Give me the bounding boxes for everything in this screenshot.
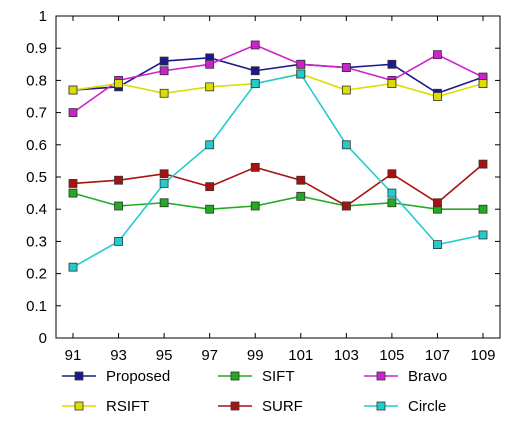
data-point <box>296 175 306 185</box>
y-axis-ticks: 0 0.1 0.2 0.3 0.4 0.5 0.6 0.7 0.8 0.9 1 <box>26 8 500 347</box>
data-point <box>159 179 169 188</box>
data-point <box>296 69 306 79</box>
y-tick-label: 0.5 <box>26 169 47 186</box>
series-sift <box>68 188 488 214</box>
data-point <box>114 201 123 211</box>
legend-marker <box>376 401 386 411</box>
data-point <box>68 85 78 95</box>
legend-item-proposed: Proposed <box>62 368 170 385</box>
y-tick-label: 1 <box>39 8 47 25</box>
data-point <box>250 162 260 172</box>
x-axis-ticks: 91 93 95 97 99 101 103 105 107 109 <box>65 16 496 364</box>
data-point <box>433 240 442 250</box>
legend-item-bravo: Bravo <box>364 368 447 385</box>
data-point <box>205 182 215 192</box>
series-line <box>72 57 484 95</box>
y-tick-label: 0 <box>39 330 47 347</box>
data-point <box>159 88 169 98</box>
data-point <box>205 140 215 150</box>
data-point <box>114 79 123 89</box>
data-point <box>433 198 442 208</box>
data-point <box>296 191 306 201</box>
data-point <box>68 262 78 272</box>
data-point <box>387 198 397 208</box>
legend-marker <box>74 371 84 381</box>
data-point <box>250 40 260 50</box>
data-point <box>68 108 78 117</box>
series-line <box>72 44 484 114</box>
data-point <box>387 59 397 69</box>
x-tick-label: 97 <box>201 347 218 364</box>
data-point <box>296 59 306 69</box>
data-point <box>250 66 260 76</box>
legend: Proposed SIFT Bravo RSIFT SURF Circle <box>62 368 447 415</box>
data-point <box>387 188 397 198</box>
data-point <box>478 79 488 89</box>
data-point <box>250 201 260 211</box>
data-point <box>68 188 78 198</box>
series-circle <box>68 69 488 272</box>
legend-label: Proposed <box>106 368 170 385</box>
data-point <box>387 79 397 89</box>
x-tick-label: 95 <box>156 347 173 364</box>
data-point <box>478 230 488 240</box>
legend-marker <box>74 401 84 411</box>
data-point <box>341 201 351 211</box>
x-tick-label: 99 <box>247 347 264 364</box>
data-point <box>68 179 78 188</box>
legend-label: Bravo <box>408 368 447 385</box>
x-tick-label: 101 <box>288 347 313 364</box>
x-tick-label: 105 <box>379 347 404 364</box>
x-tick-label: 103 <box>334 347 359 364</box>
data-point <box>433 92 442 101</box>
y-tick-label: 0.6 <box>26 137 47 154</box>
legend-marker <box>376 371 386 381</box>
data-point <box>205 82 215 92</box>
legend-item-sift: SIFT <box>218 368 295 385</box>
x-tick-label: 107 <box>425 347 450 364</box>
y-tick-label: 0.8 <box>26 72 47 89</box>
legend-item-rsift: RSIFT <box>62 398 149 415</box>
data-point <box>159 66 169 76</box>
x-tick-label: 91 <box>65 347 82 364</box>
series-proposed <box>68 53 488 98</box>
data-point <box>250 79 260 89</box>
legend-label: SURF <box>262 398 303 415</box>
data-point <box>114 175 123 185</box>
series-line <box>72 192 483 211</box>
series-line <box>72 73 484 268</box>
series-layer <box>68 40 488 272</box>
legend-item-circle: Circle <box>364 398 446 415</box>
data-point <box>341 63 351 72</box>
legend-item-surf: SURF <box>218 398 303 415</box>
y-tick-label: 0.7 <box>26 105 47 122</box>
legend-label: RSIFT <box>106 398 149 415</box>
y-tick-label: 0.1 <box>26 298 47 315</box>
legend-label: Circle <box>408 398 446 415</box>
data-point <box>205 59 215 69</box>
series-surf <box>68 159 488 211</box>
data-point <box>341 85 351 95</box>
data-point <box>478 204 488 214</box>
x-tick-label: 93 <box>110 347 127 364</box>
data-point <box>433 50 442 60</box>
data-point <box>387 169 397 179</box>
data-point <box>159 56 169 66</box>
y-tick-label: 0.2 <box>26 266 47 283</box>
data-point <box>478 159 488 169</box>
legend-marker <box>230 401 240 411</box>
series-line <box>72 163 484 207</box>
y-tick-label: 0.9 <box>26 40 47 57</box>
data-point <box>341 140 351 150</box>
data-point <box>159 169 169 179</box>
data-point <box>159 198 169 208</box>
legend-marker <box>230 371 240 381</box>
y-tick-label: 0.4 <box>26 201 47 218</box>
y-tick-label: 0.3 <box>26 233 47 250</box>
data-point <box>205 204 215 214</box>
x-tick-label: 109 <box>470 347 495 364</box>
data-point <box>114 236 123 246</box>
legend-label: SIFT <box>262 368 295 385</box>
